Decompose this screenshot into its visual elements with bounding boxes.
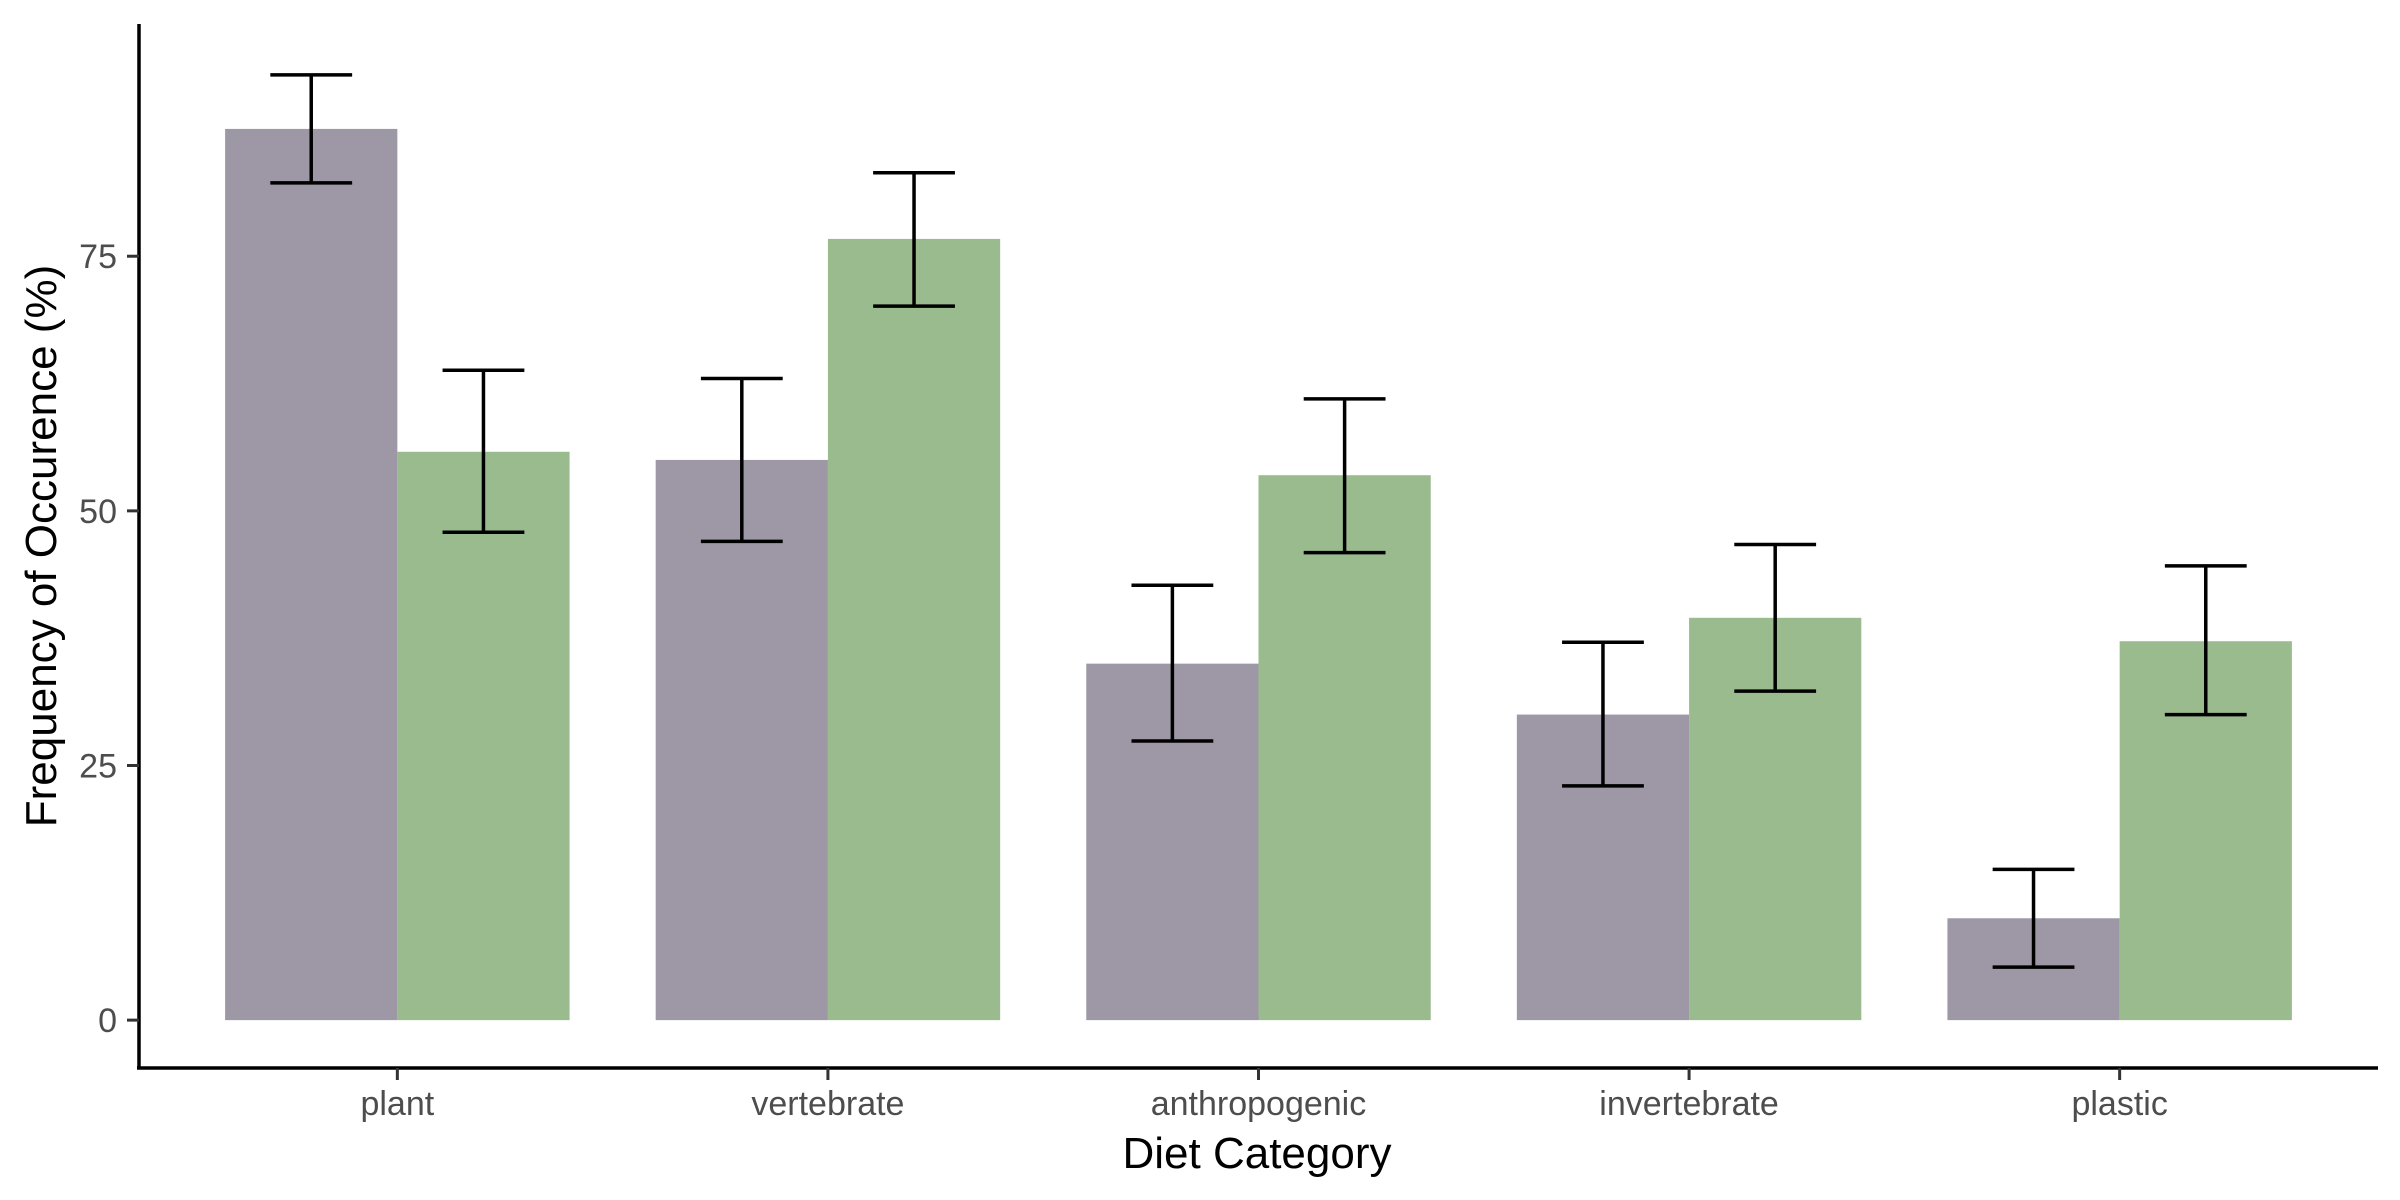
x-axis-title: Diet Category: [1122, 1129, 1391, 1178]
x-tick-label-vertebrate: vertebrate: [751, 1085, 904, 1123]
y-axis-title: Frequency of Occurence (%): [17, 265, 66, 827]
bar-vertebrate-series-1: [655, 459, 828, 1021]
bar-plant-series-1: [225, 128, 398, 1021]
y-tick-label-50: 50: [79, 493, 117, 531]
error-bar-plant-series-1: [270, 73, 353, 185]
x-tick-label-plant: plant: [360, 1085, 434, 1123]
bar-anthropogenic-series-2: [1258, 475, 1431, 1021]
error-bar-invertebrate-series-2: [1734, 542, 1817, 693]
y-tick-label-0: 0: [98, 1002, 117, 1040]
bars-layer: [225, 128, 2292, 1021]
error-bar-vertebrate-series-1: [700, 376, 783, 544]
x-tick-label-invertebrate: invertebrate: [1599, 1085, 1779, 1123]
error-bar-anthropogenic-series-1: [1131, 583, 1214, 743]
y-ticks-layer: 0 25 50 75: [79, 238, 139, 1040]
error-bar-invertebrate-series-1: [1562, 640, 1644, 788]
y-tick-label-25: 25: [79, 747, 117, 785]
bar-plant-series-2: [397, 451, 570, 1021]
error-bar-plastic-series-1: [1992, 867, 2075, 969]
x-tick-label-anthropogenic: anthropogenic: [1151, 1085, 1367, 1123]
bar-vertebrate-series-2: [827, 238, 1001, 1021]
error-bars-layer: [270, 73, 2247, 969]
y-tick-label-75: 75: [79, 238, 117, 276]
x-tick-label-plastic: plastic: [2071, 1085, 2167, 1123]
error-bar-plant-series-2: [442, 368, 525, 534]
error-bar-plastic-series-2: [2164, 564, 2247, 717]
error-bar-anthropogenic-series-2: [1303, 397, 1386, 555]
x-ticks-layer: plant vertebrate anthropogenic invertebrate…: [360, 1068, 2168, 1123]
error-bar-vertebrate-series-2: [873, 170, 955, 308]
